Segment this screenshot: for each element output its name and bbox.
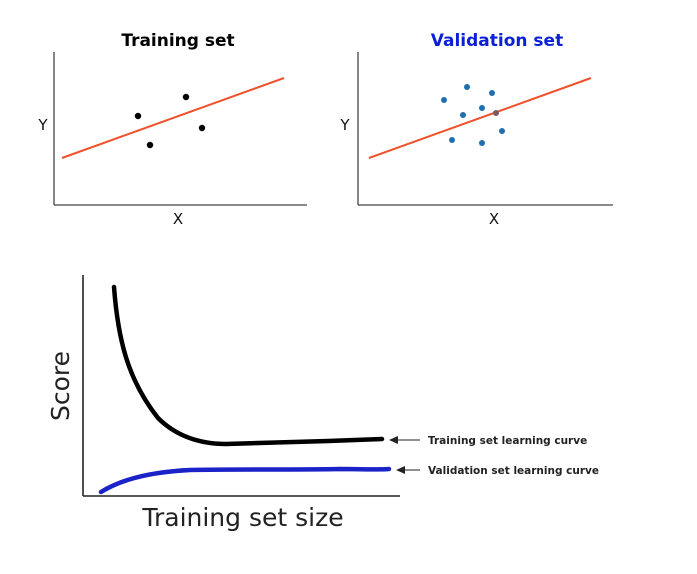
validation-set-panel: Validation set Y X (339, 31, 613, 228)
training-point (134, 112, 142, 120)
validation-curve-arrowhead (396, 466, 405, 474)
validation-y-label: Y (339, 116, 350, 134)
validation-learning-curve (98, 466, 392, 495)
learning-curve-panel: Score Training set size Training set lea… (46, 275, 599, 532)
validation-point (489, 90, 495, 96)
training-learning-curve (111, 284, 385, 447)
validation-point (464, 84, 470, 90)
validation-point (493, 110, 499, 116)
validation-point (499, 128, 505, 134)
training-point (146, 141, 154, 149)
training-regression-line (61, 77, 285, 159)
validation-curve-label: Validation set learning curve (428, 465, 599, 477)
validation-point (441, 97, 447, 103)
training-point (182, 93, 190, 101)
validation-point (460, 112, 466, 118)
validation-regression-line (368, 77, 592, 159)
training-set-size-axis-label: Training set size (141, 503, 343, 532)
training-point (198, 124, 206, 132)
training-curve-arrowhead (389, 436, 398, 444)
validation-x-label: X (489, 210, 499, 228)
validation-point (479, 140, 485, 146)
training-x-label: X (173, 210, 183, 228)
training-set-title: Training set (121, 31, 234, 51)
score-axis-label: Score (46, 351, 75, 421)
training-y-label: Y (37, 116, 48, 134)
training-set-panel: Training set Y X (37, 31, 307, 228)
training-curve-label: Training set learning curve (428, 435, 587, 447)
validation-set-title: Validation set (431, 31, 563, 51)
validation-point (479, 105, 485, 111)
validation-point (449, 137, 455, 143)
